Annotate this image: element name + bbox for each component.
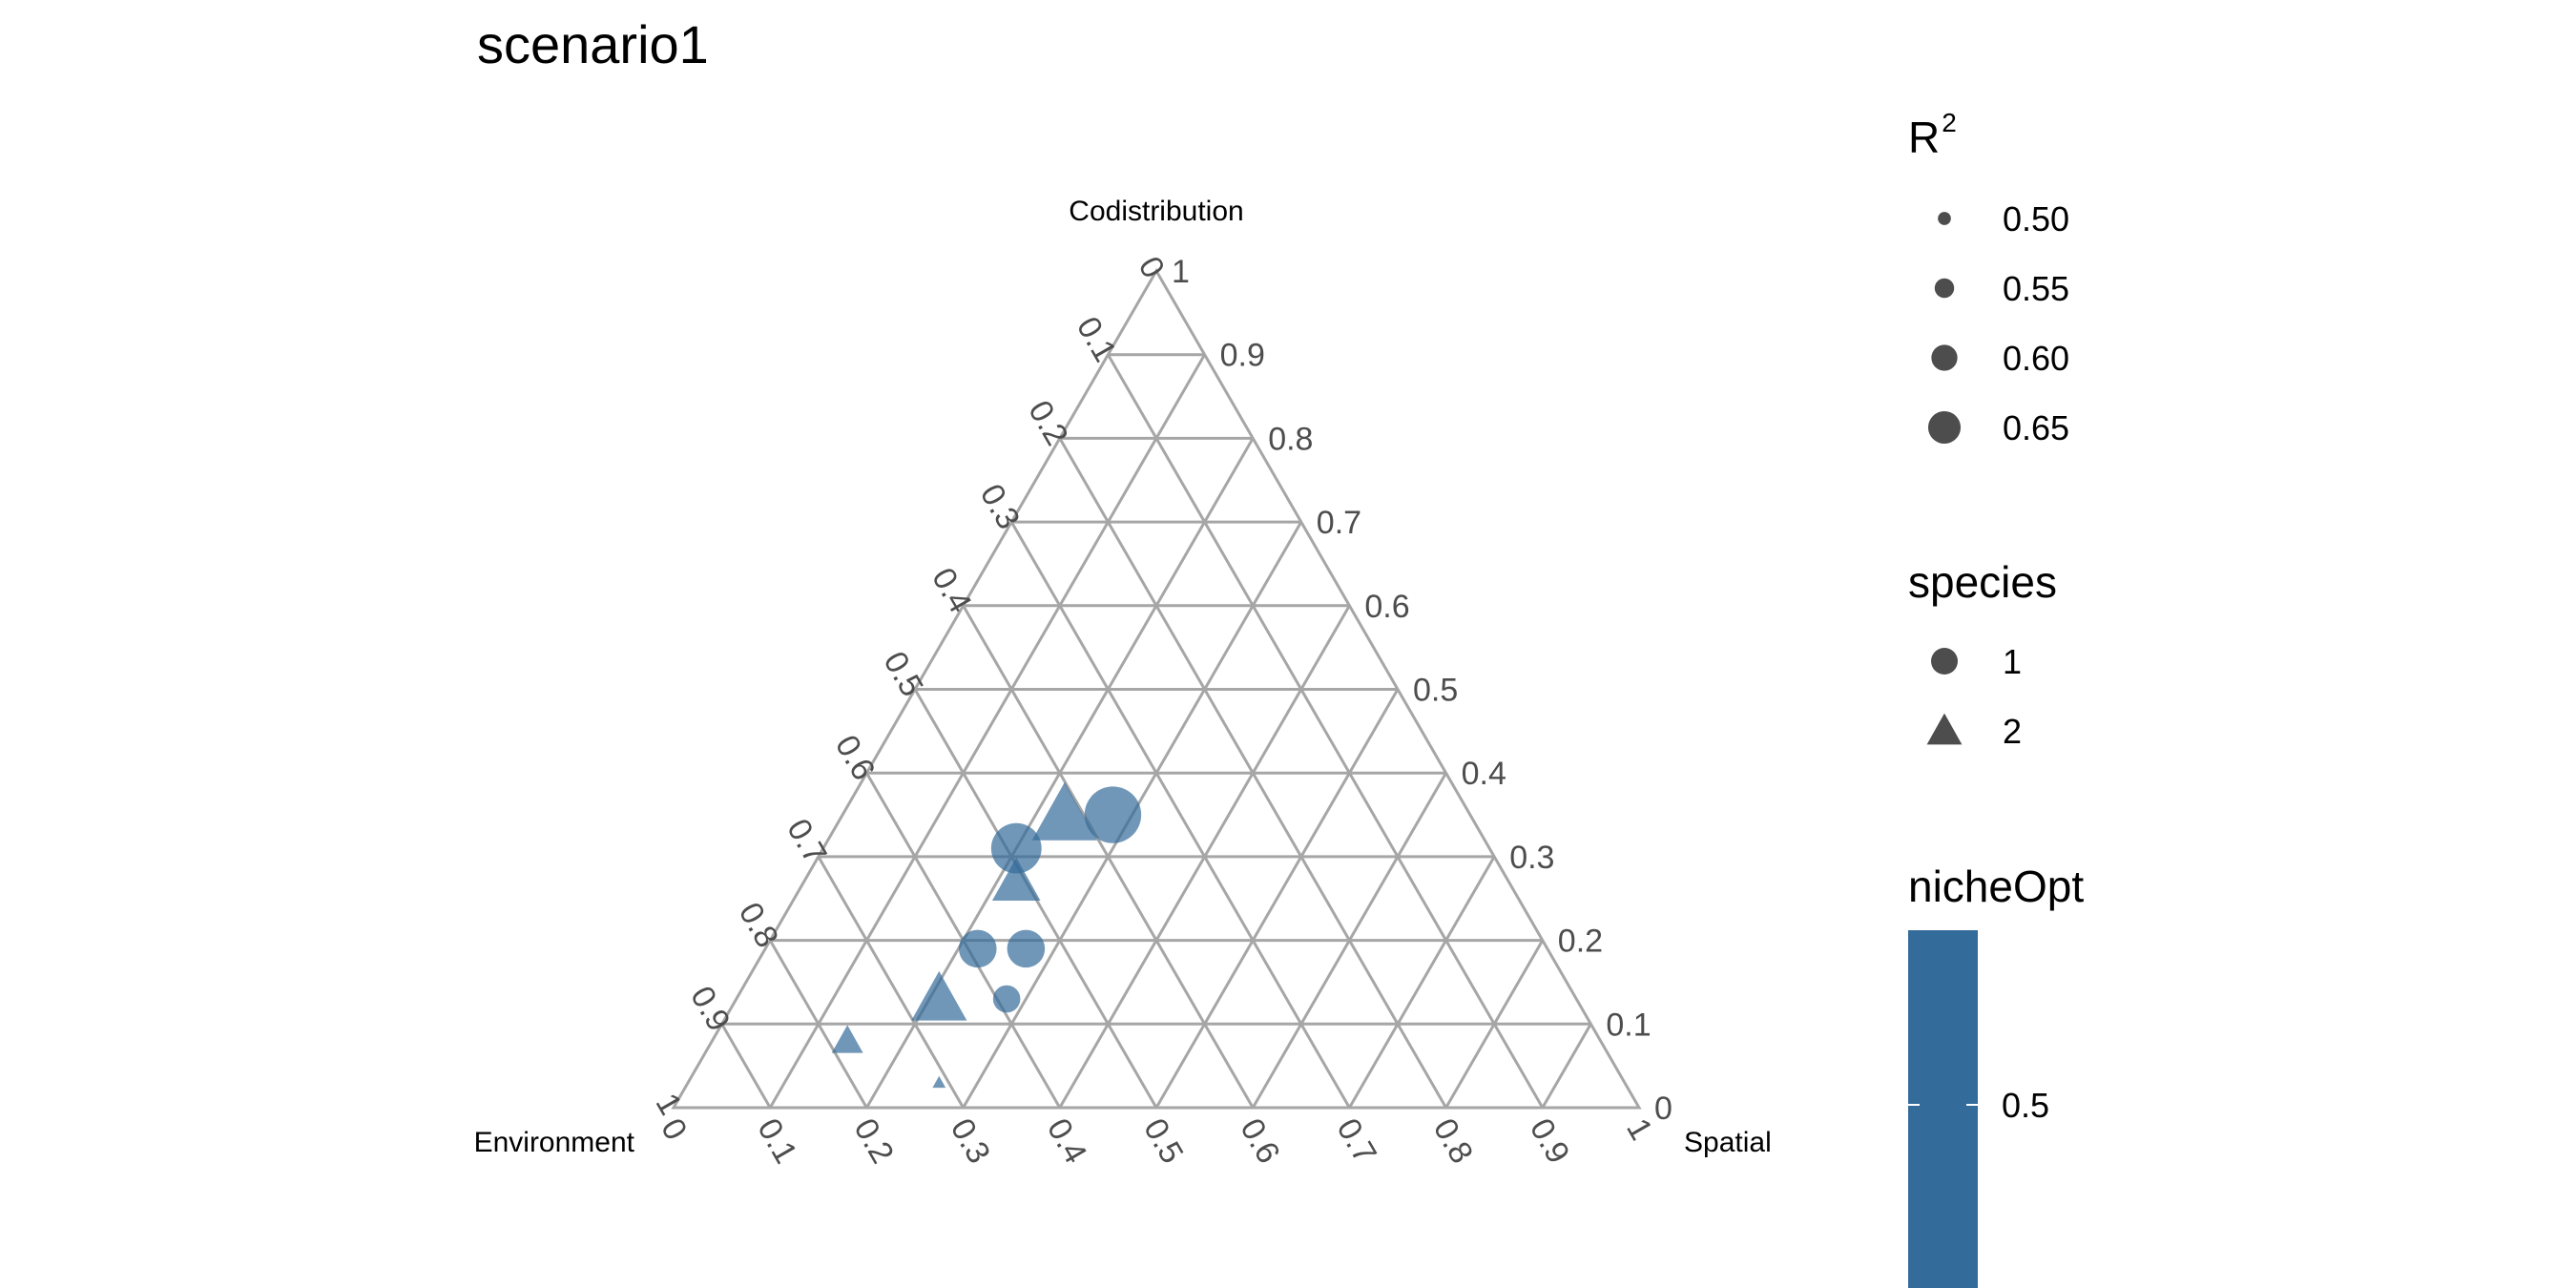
grid-line-spatial bbox=[1348, 856, 1496, 1109]
data-point-species-2 bbox=[991, 857, 1041, 901]
data-point-species-2 bbox=[932, 1075, 946, 1089]
axis-label-spatial: Spatial bbox=[1684, 1127, 1772, 1158]
axis-label-environment: Environment bbox=[474, 1127, 635, 1158]
colorbar-tick-label: 0.5 bbox=[2002, 1086, 2049, 1125]
tick-label-spatial: 0.8 bbox=[1426, 1112, 1481, 1170]
data-point-species-2 bbox=[831, 1025, 863, 1053]
legend-r2-key bbox=[1927, 410, 1962, 445]
tick-label-codistribution: 0.7 bbox=[1317, 505, 1361, 541]
legend-r2-label: 0.50 bbox=[2003, 199, 2069, 239]
tick-label-spatial: 0.7 bbox=[1329, 1112, 1383, 1170]
ternary-grid bbox=[671, 267, 1642, 1110]
tick-label-codistribution: 0.9 bbox=[1220, 338, 1265, 374]
tick-label-environment: 0.3 bbox=[973, 478, 1028, 535]
legend-r2-key bbox=[1931, 344, 1958, 371]
data-point-species-1 bbox=[990, 822, 1042, 874]
tick-label-codistribution: 0.8 bbox=[1268, 421, 1313, 457]
legend-r2-key bbox=[1938, 212, 1951, 225]
data-point-species-1 bbox=[1084, 786, 1142, 843]
tick-label-environment: 0.9 bbox=[683, 980, 737, 1037]
tick-label-codistribution: 0 bbox=[1654, 1091, 1672, 1127]
legend-r2: R2 0.50 0.55 0.60 0.65 bbox=[1908, 108, 2069, 447]
tick-label-spatial: 0.3 bbox=[944, 1112, 998, 1170]
grid-line-spatial bbox=[1154, 688, 1400, 1109]
grid-line-spatial bbox=[1251, 772, 1447, 1109]
grid-line-spatial bbox=[1541, 1023, 1592, 1109]
tick-label-spatial: 0.9 bbox=[1523, 1112, 1577, 1170]
legend-r2-label: 0.55 bbox=[2003, 269, 2069, 308]
tick-label-environment: 0.4 bbox=[924, 562, 979, 619]
legend-species-label: 1 bbox=[2003, 642, 2022, 681]
data-point-species-2 bbox=[1031, 781, 1098, 841]
ternary-tick-labels: 0000.10.10.10.20.20.20.30.30.30.40.40.40… bbox=[649, 251, 1672, 1170]
axis-label-codistribution: Codistribution bbox=[1069, 196, 1243, 227]
tick-label-spatial: 0.5 bbox=[1136, 1112, 1191, 1170]
tick-label-environment: 0.8 bbox=[732, 897, 786, 954]
legend-species-title: species bbox=[1908, 557, 2057, 607]
tick-label-spatial: 0.6 bbox=[1233, 1112, 1287, 1170]
data-point-species-1 bbox=[958, 929, 997, 968]
tick-label-codistribution: 0.1 bbox=[1606, 1007, 1651, 1043]
data-point-species-2 bbox=[911, 970, 967, 1021]
nicheopt-colorbar bbox=[1908, 930, 1978, 1288]
legend-species-label: 2 bbox=[2003, 712, 2022, 751]
grid-line-environment bbox=[768, 939, 868, 1109]
legend-nicheopt: nicheOpt 0.5 bbox=[1908, 862, 2084, 1288]
grid-line-environment bbox=[817, 856, 965, 1109]
grid-line-environment bbox=[1107, 353, 1545, 1109]
tick-label-environment: 0.1 bbox=[1070, 311, 1124, 368]
tick-label-codistribution: 0.6 bbox=[1364, 589, 1409, 625]
tick-label-environment: 0.5 bbox=[876, 646, 930, 703]
grid-line-spatial bbox=[768, 353, 1206, 1109]
grid-line-environment bbox=[1009, 521, 1351, 1109]
grid-line-environment bbox=[720, 1023, 772, 1109]
tick-label-environment: 0.6 bbox=[828, 729, 883, 786]
tick-label-spatial: 0.1 bbox=[750, 1112, 804, 1170]
legend-r2-label: 0.65 bbox=[2003, 408, 2069, 447]
data-point-species-1 bbox=[1007, 929, 1046, 968]
tick-label-codistribution: 1 bbox=[1172, 254, 1190, 290]
grid-line-spatial bbox=[1444, 939, 1545, 1109]
tick-label-spatial: 0.2 bbox=[846, 1112, 901, 1170]
legend-species-key-circle bbox=[1931, 648, 1958, 675]
legend-r2-label: 0.60 bbox=[2003, 339, 2069, 378]
tick-label-spatial: 0.4 bbox=[1040, 1112, 1094, 1170]
data-points bbox=[831, 781, 1142, 1089]
legend-species-key-triangle bbox=[1926, 713, 1963, 745]
tick-label-environment: 0.2 bbox=[1021, 394, 1075, 451]
tick-label-codistribution: 0.4 bbox=[1462, 756, 1506, 792]
legend-species: species 1 2 bbox=[1908, 557, 2057, 751]
legend-r2-title: R2 bbox=[1908, 108, 1957, 162]
data-point-species-1 bbox=[992, 985, 1021, 1013]
tick-label-spatial: 1 bbox=[1619, 1112, 1659, 1146]
tick-label-codistribution: 0.2 bbox=[1558, 924, 1603, 960]
tick-label-codistribution: 0.3 bbox=[1509, 840, 1554, 876]
tick-label-codistribution: 0.5 bbox=[1413, 673, 1458, 709]
legend-r2-key bbox=[1934, 278, 1955, 299]
legend-nicheopt-title: nicheOpt bbox=[1908, 862, 2084, 911]
chart-title: scenario1 bbox=[477, 14, 709, 74]
tick-label-environment: 0.7 bbox=[779, 813, 834, 870]
